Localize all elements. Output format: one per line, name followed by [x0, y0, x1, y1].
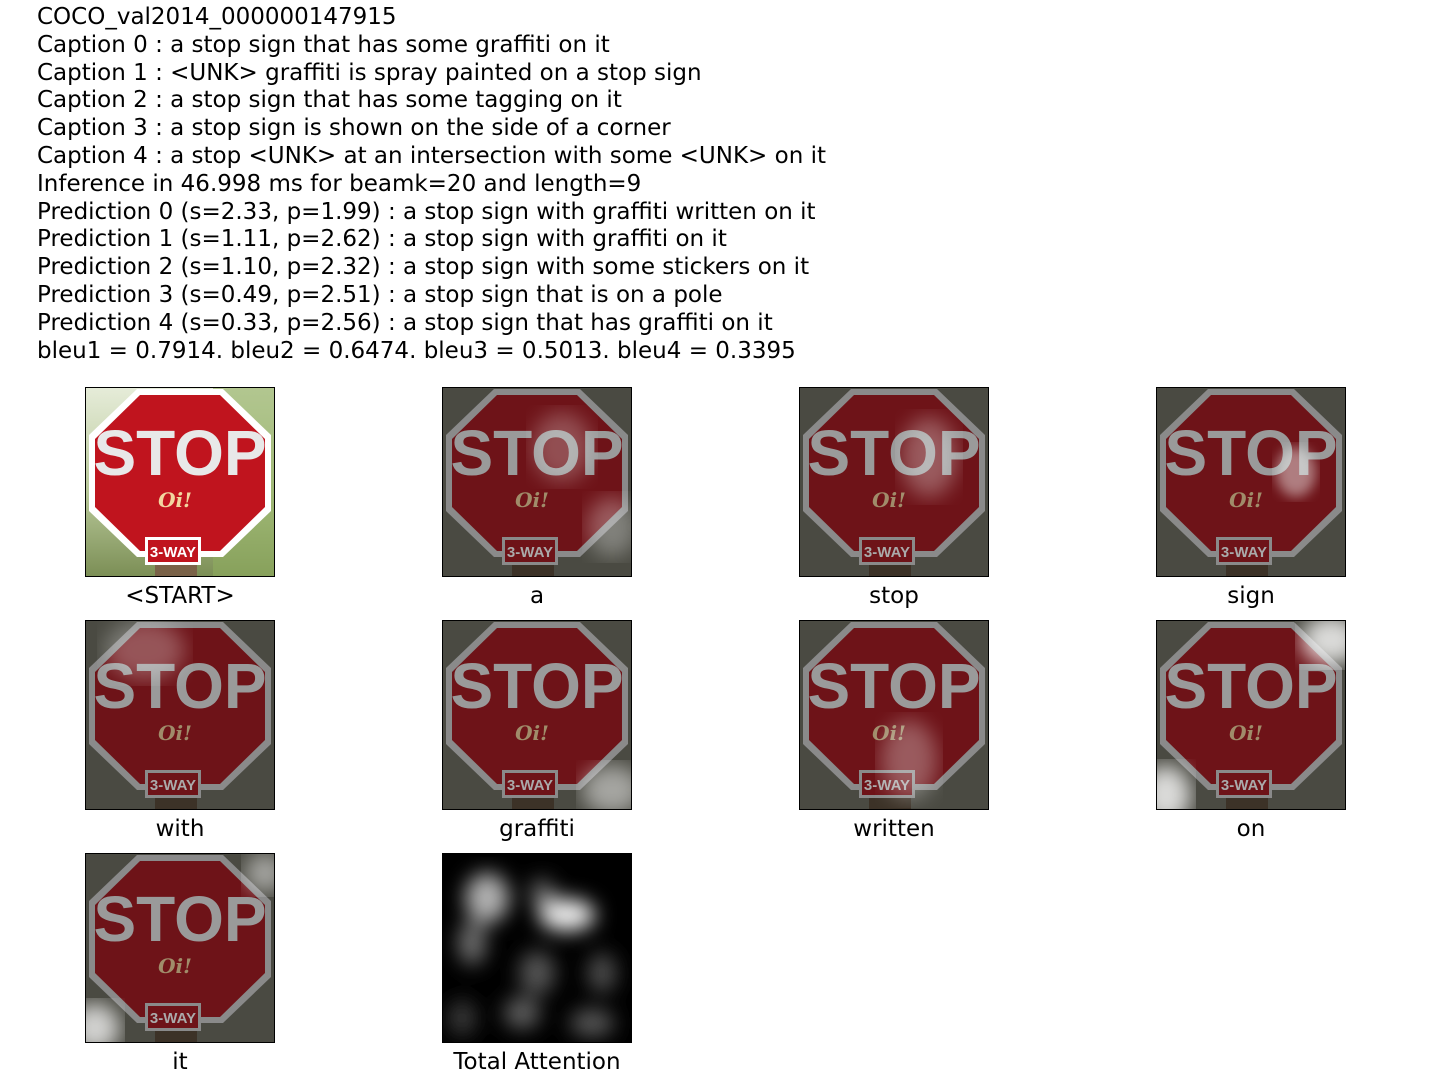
svg-text:STOP: STOP: [450, 650, 623, 722]
svg-text:STOP: STOP: [93, 883, 266, 955]
word-label: a: [529, 583, 545, 609]
word-label: Total Attention: [453, 1049, 621, 1075]
word-label: stop: [869, 583, 919, 609]
attention-overlay-image: STOP Oi! 3-WAY: [85, 620, 275, 810]
attention-panel-start: STOP Oi! 3-WAY: [85, 387, 275, 577]
total-attention-heatmap: [442, 853, 632, 1043]
svg-text:3-WAY: 3-WAY: [150, 777, 196, 794]
prediction-4: Prediction 4 (s=0.33, p=2.56) : a stop s…: [37, 309, 773, 336]
attention-panel-total: [442, 853, 632, 1043]
attention-panel-sign: STOP Oi! 3-WAY: [1156, 387, 1346, 577]
prediction-0: Prediction 0 (s=2.33, p=1.99) : a stop s…: [37, 198, 816, 225]
image-id: COCO_val2014_000000147915: [37, 4, 397, 30]
stop-text: STOP: [93, 417, 266, 489]
small-sign-text: 3-WAY: [150, 544, 196, 561]
svg-text:Oi!: Oi!: [1229, 488, 1263, 512]
word-label: graffiti: [499, 816, 575, 842]
attention-overlay-image: STOP Oi! 3-WAY: [1156, 620, 1346, 810]
svg-text:3-WAY: 3-WAY: [507, 777, 553, 794]
svg-text:3-WAY: 3-WAY: [1221, 544, 1267, 561]
word-label: written: [853, 816, 935, 842]
attention-panel-written: STOP Oi! 3-WAY: [799, 620, 989, 810]
attention-panel-graffiti: STOP Oi! 3-WAY: [442, 620, 632, 810]
prediction-2: Prediction 2 (s=1.10, p=2.32) : a stop s…: [37, 254, 810, 281]
stop-sign-image: STOP Oi! 3-WAY: [85, 387, 275, 577]
caption-0: Caption 0 : a stop sign that has some gr…: [37, 31, 610, 58]
attention-overlay-image: STOP Oi! 3-WAY: [1156, 387, 1346, 577]
caption-1: Caption 1 : <UNK> graffiti is spray pain…: [37, 59, 702, 86]
attention-panel-a: STOP Oi! 3-WAY: [442, 387, 632, 577]
attention-overlay-image: STOP Oi! 3-WAY: [799, 620, 989, 810]
word-label: <START>: [125, 583, 235, 609]
results-header: COCO_val2014_000000147915 Caption 0 : a …: [37, 4, 826, 365]
svg-text:Oi!: Oi!: [158, 954, 192, 978]
inference-line: Inference in 46.998 ms for beamk=20 and …: [37, 170, 642, 197]
svg-text:Oi!: Oi!: [515, 488, 549, 512]
graffiti-text: Oi!: [158, 488, 192, 512]
attention-panel-with: STOP Oi! 3-WAY: [85, 620, 275, 810]
svg-text:STOP: STOP: [807, 650, 980, 722]
svg-text:3-WAY: 3-WAY: [150, 1010, 196, 1027]
caption-2: Caption 2 : a stop sign that has some ta…: [37, 87, 622, 114]
word-label: it: [172, 1049, 188, 1075]
attention-panel-it: STOP Oi! 3-WAY: [85, 853, 275, 1043]
attention-overlay-image: STOP Oi! 3-WAY: [85, 853, 275, 1043]
svg-text:Oi!: Oi!: [158, 721, 192, 745]
prediction-1: Prediction 1 (s=1.11, p=2.62) : a stop s…: [37, 226, 727, 253]
svg-text:Oi!: Oi!: [872, 488, 906, 512]
word-label: with: [155, 816, 205, 842]
word-label: sign: [1227, 583, 1275, 609]
svg-text:3-WAY: 3-WAY: [1221, 777, 1267, 794]
caption-3: Caption 3 : a stop sign is shown on the …: [37, 115, 671, 142]
caption-4: Caption 4 : a stop <UNK> at an intersect…: [37, 142, 827, 169]
svg-text:Oi!: Oi!: [1229, 721, 1263, 745]
bleu-scores: bleu1 = 0.7914. bleu2 = 0.6474. bleu3 = …: [37, 337, 796, 364]
svg-text:Oi!: Oi!: [515, 721, 549, 745]
svg-text:STOP: STOP: [1164, 650, 1337, 722]
attention-panel-on: STOP Oi! 3-WAY: [1156, 620, 1346, 810]
attention-overlay-image: STOP Oi! 3-WAY: [442, 620, 632, 810]
attention-overlay-image: STOP Oi! 3-WAY: [442, 387, 632, 577]
word-label: on: [1236, 816, 1266, 842]
svg-text:3-WAY: 3-WAY: [864, 544, 910, 561]
prediction-3: Prediction 3 (s=0.49, p=2.51) : a stop s…: [37, 281, 723, 308]
attention-panel-stop: STOP Oi! 3-WAY: [799, 387, 989, 577]
attention-overlay-image: STOP Oi! 3-WAY: [799, 387, 989, 577]
svg-text:3-WAY: 3-WAY: [507, 544, 553, 561]
